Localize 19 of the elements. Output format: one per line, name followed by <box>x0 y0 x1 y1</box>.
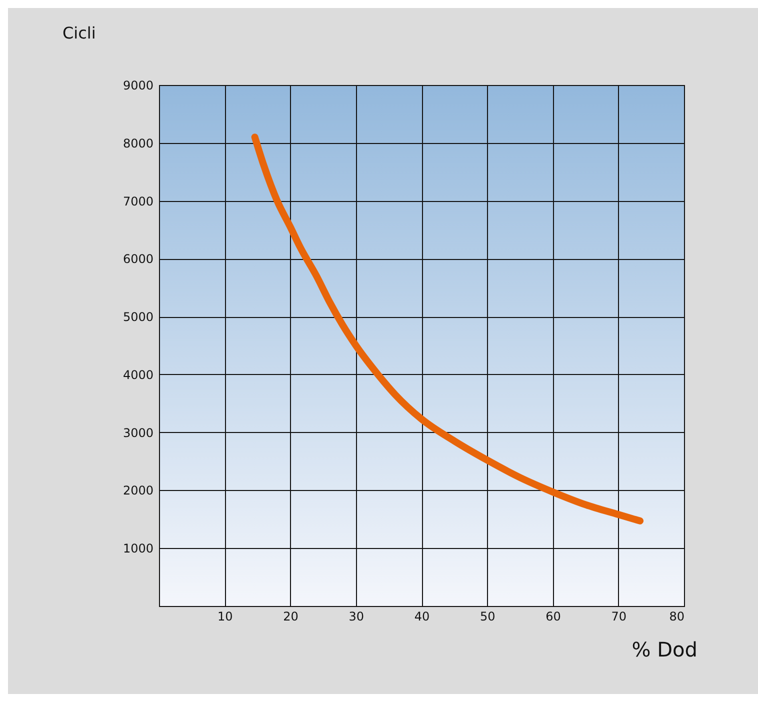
y-tick-label: 9000 <box>122 78 154 92</box>
x-tick-label: 40 <box>414 610 430 624</box>
y-tick-label: 1000 <box>122 542 154 556</box>
x-tick-label: 70 <box>611 610 627 624</box>
y-tick-label: 6000 <box>122 252 154 266</box>
y-tick-label: 4000 <box>122 368 154 382</box>
x-axis-title: % Dod <box>632 638 698 662</box>
x-tick-label: 80 <box>669 610 684 624</box>
y-tick-label: 5000 <box>122 310 154 324</box>
y-tick-label: 3000 <box>122 426 154 440</box>
y-tick-label: 2000 <box>122 484 154 498</box>
x-tick-label: 50 <box>480 610 496 624</box>
x-tick-label: 60 <box>546 610 561 624</box>
x-tick-label: 30 <box>348 610 364 624</box>
x-tick-label: 10 <box>217 610 233 624</box>
x-tick-label: 20 <box>283 610 298 624</box>
y-tick-label: 7000 <box>122 194 154 208</box>
y-axis-title: Cicli <box>62 24 96 42</box>
y-tick-label: 8000 <box>122 136 154 150</box>
